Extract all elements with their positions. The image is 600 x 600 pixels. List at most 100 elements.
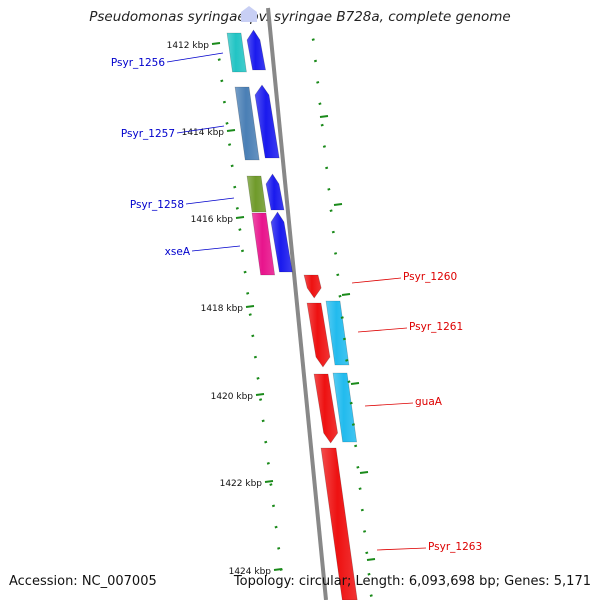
cds-reverse-psyr-1263 xyxy=(320,447,358,600)
tick-mark xyxy=(331,230,335,234)
tick-mark xyxy=(248,313,252,316)
gene-label-reverse: Psyr_1260 xyxy=(403,271,457,283)
tick-mark xyxy=(363,530,367,533)
tick-mark xyxy=(345,359,349,362)
cds-forward-psyr-1257 xyxy=(254,84,280,159)
gene-label-reverse: Psyr_1261 xyxy=(409,321,463,333)
gene-leader-line xyxy=(176,125,225,134)
kbp-label: 1420 kbp xyxy=(211,392,254,402)
kbp-major-tick xyxy=(255,393,265,396)
tick-mark xyxy=(256,376,260,380)
tick-mark xyxy=(351,423,355,426)
cds-reverse-psyr-1261 xyxy=(306,302,331,368)
tick-mark xyxy=(233,185,237,189)
tick-mark-major xyxy=(350,382,360,385)
tick-mark xyxy=(320,123,324,127)
tick-mark-major xyxy=(359,471,369,474)
gene-label-forward: Psyr_1257 xyxy=(121,128,175,140)
tick-mark xyxy=(240,249,245,253)
tick-mark-major xyxy=(366,558,376,561)
gene-leader-line xyxy=(166,52,224,63)
tick-mark xyxy=(342,337,347,341)
tick-mark xyxy=(277,546,281,550)
tick-mark xyxy=(220,79,224,83)
tick-mark xyxy=(235,206,239,210)
kbp-major-tick xyxy=(235,216,245,219)
accession-label: Accession: NC_007005 xyxy=(9,574,157,589)
tick-mark xyxy=(261,419,265,423)
tick-mark xyxy=(365,551,369,555)
kbp-major-tick xyxy=(226,129,236,132)
tick-mark xyxy=(238,228,242,231)
tick-mark xyxy=(264,440,268,444)
tick-mark xyxy=(269,483,273,486)
tick-mark xyxy=(253,355,257,359)
tick-mark xyxy=(334,252,338,255)
cds-reverse-psyr-1260 xyxy=(303,274,322,299)
tick-mark xyxy=(259,398,263,401)
kbp-major-tick xyxy=(245,305,255,308)
cds-forward-psyr-1256 xyxy=(246,29,266,71)
kbp-label: 1414 kbp xyxy=(182,128,225,138)
tick-track-right xyxy=(311,38,373,597)
tick-mark xyxy=(354,444,358,448)
cds-forward-xsea xyxy=(270,211,293,273)
tick-mark xyxy=(349,401,353,405)
gene-leader-line xyxy=(185,197,235,205)
tick-mark xyxy=(338,294,342,298)
tick-mark xyxy=(336,273,340,277)
gene-label-forward: Psyr_1256 xyxy=(111,57,165,69)
kbp-label: 1412 kbp xyxy=(167,41,210,51)
tick-mark xyxy=(246,291,250,295)
tick-mark xyxy=(316,81,320,84)
tick-mark-major xyxy=(341,293,351,296)
tick-mark xyxy=(313,59,318,63)
tick-mark xyxy=(222,100,226,104)
kbp-label: 1416 kbp xyxy=(191,215,234,225)
top-cursor-marker xyxy=(241,6,257,22)
tick-mark xyxy=(327,187,331,191)
cog-block-psyr-1257 xyxy=(234,86,260,161)
kbp-label: 1424 kbp xyxy=(229,567,272,577)
tick-mark xyxy=(325,166,329,170)
tick-mark xyxy=(228,143,232,146)
gene-leader-line xyxy=(364,402,414,407)
kbp-label: 1418 kbp xyxy=(201,304,244,314)
kbp-major-tick xyxy=(273,568,283,571)
genome-backbone xyxy=(266,7,328,600)
tick-mark xyxy=(266,461,270,465)
tick-mark xyxy=(311,38,315,41)
tick-mark xyxy=(225,121,229,125)
tick-mark xyxy=(271,504,276,508)
gene-label-forward: xseA xyxy=(165,246,191,258)
cds-forward-psyr-1258 xyxy=(265,173,285,211)
gene-leader-line xyxy=(376,547,427,551)
topology-label: Topology: circular; Length: 6,093,698 bp… xyxy=(233,574,591,589)
genome-title: Pseudomonas syringae pv. syringae B728a,… xyxy=(89,9,511,25)
gene-leader-line xyxy=(191,245,241,252)
cog-block-guaa xyxy=(332,372,358,443)
tick-mark xyxy=(369,594,373,597)
tick-mark xyxy=(318,102,322,106)
tick-mark xyxy=(347,380,351,384)
tick-mark xyxy=(251,334,255,338)
tick-mark xyxy=(230,164,234,168)
gene-label-reverse: guaA xyxy=(415,396,443,408)
gene-label-reverse: Psyr_1263 xyxy=(428,541,482,553)
tick-mark-major xyxy=(319,115,329,118)
tick-mark xyxy=(322,145,326,148)
cog-block-xsea xyxy=(251,212,276,276)
cds-reverse-guaa xyxy=(313,373,338,444)
tick-mark xyxy=(243,270,247,274)
gene-leader-line xyxy=(357,327,408,333)
tick-mark xyxy=(367,572,371,576)
kbp-label: 1422 kbp xyxy=(220,479,263,489)
tick-mark-major xyxy=(333,203,343,206)
gene-leader-line xyxy=(351,277,402,284)
tick-mark xyxy=(340,316,344,319)
cog-block-psyr-1261 xyxy=(325,300,350,366)
tick-mark xyxy=(358,487,362,491)
kbp-major-tick xyxy=(264,480,274,483)
